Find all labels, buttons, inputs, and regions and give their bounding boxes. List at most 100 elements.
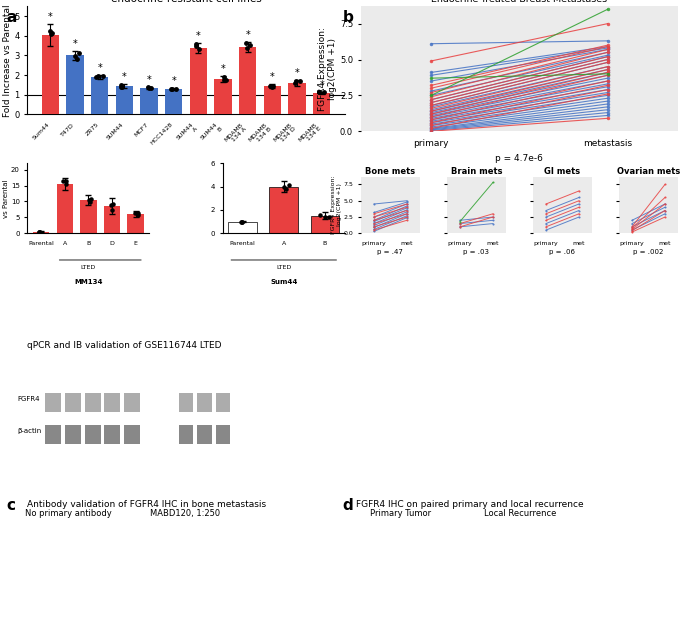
Bar	[65, 425, 81, 444]
Bar	[57, 184, 73, 233]
Point	[166, 84, 177, 95]
Bar	[216, 425, 230, 444]
Text: GSE75971
LTED: GSE75971 LTED	[98, 181, 127, 192]
Bar	[104, 393, 121, 412]
Point	[83, 195, 94, 205]
Text: *: *	[147, 75, 151, 85]
Y-axis label: Fold Increase
vs Parental: Fold Increase vs Parental	[0, 176, 10, 221]
Point	[117, 82, 128, 92]
Text: Local Recurrence: Local Recurrence	[484, 509, 557, 518]
Point	[323, 212, 334, 222]
Text: a: a	[7, 10, 17, 24]
Text: *: *	[245, 30, 250, 40]
Point	[86, 194, 97, 204]
Bar	[269, 186, 298, 233]
Point	[240, 38, 251, 48]
Point	[283, 180, 294, 190]
Point	[105, 200, 116, 210]
Y-axis label: Fold Increase vs Parental: Fold Increase vs Parental	[3, 4, 12, 116]
Bar	[104, 206, 121, 233]
Point	[218, 72, 229, 82]
Bar	[127, 214, 144, 233]
Text: MM134: MM134	[74, 279, 103, 285]
Text: FGFR4: FGFR4	[17, 395, 40, 402]
Point	[320, 212, 331, 222]
Legend: IDC, ILC: IDC, ILC	[416, 10, 462, 51]
Point	[34, 226, 45, 237]
Point	[319, 87, 329, 98]
Point	[144, 83, 155, 93]
Point	[295, 76, 306, 86]
Text: β-actin: β-actin	[17, 428, 41, 434]
Bar	[66, 55, 84, 114]
Point	[35, 227, 46, 237]
Point	[146, 82, 157, 93]
Text: LTED: LTED	[81, 265, 96, 270]
Point	[71, 53, 82, 64]
Point	[290, 76, 301, 86]
Point	[221, 75, 232, 85]
Text: *: *	[196, 31, 201, 41]
Text: *: *	[319, 80, 324, 90]
Text: p = .06: p = .06	[549, 249, 575, 255]
Point	[45, 29, 56, 39]
Point	[279, 182, 290, 192]
Point	[84, 197, 95, 207]
Point	[70, 51, 81, 61]
Point	[245, 40, 256, 50]
Text: *: *	[171, 76, 176, 86]
Bar	[214, 79, 232, 114]
Text: Antibody validation of FGFR4 IHC in bone metastasis: Antibody validation of FGFR4 IHC in bone…	[27, 500, 266, 509]
Text: LTED: LTED	[276, 265, 291, 270]
Text: GSE116744
LTED: GSE116744 LTED	[244, 181, 276, 192]
Text: *: *	[295, 68, 299, 78]
Text: Primary Tumor: Primary Tumor	[370, 509, 432, 518]
Point	[46, 28, 57, 38]
Bar	[124, 425, 140, 444]
Bar	[116, 86, 133, 114]
Y-axis label: FGFR4 Expression:
log2(CPM +1): FGFR4 Expression: log2(CPM +1)	[331, 176, 342, 234]
Point	[133, 210, 144, 220]
Text: MABD120, 1:250: MABD120, 1:250	[150, 509, 220, 518]
Bar	[65, 393, 81, 412]
Point	[314, 87, 325, 97]
Y-axis label: FGFR4 Expression:
log2(CPM +1): FGFR4 Expression: log2(CPM +1)	[318, 27, 337, 111]
Text: *: *	[48, 12, 53, 22]
Text: *: *	[122, 72, 127, 82]
Point	[267, 82, 278, 93]
Bar	[91, 77, 108, 114]
Text: p = 4.7e-6: p = 4.7e-6	[495, 154, 543, 163]
Point	[34, 227, 45, 237]
Text: p = .03: p = .03	[464, 249, 489, 255]
Text: c: c	[7, 498, 16, 513]
Point	[264, 81, 275, 91]
Bar	[42, 35, 59, 114]
Point	[73, 48, 84, 59]
Text: Sum44: Sum44	[270, 279, 297, 285]
Bar	[288, 83, 306, 114]
Point	[236, 217, 247, 227]
Bar	[216, 393, 230, 412]
Point	[93, 71, 104, 81]
Text: d: d	[342, 498, 353, 513]
Point	[90, 72, 101, 82]
Point	[45, 26, 55, 36]
Bar	[45, 425, 61, 444]
Bar	[45, 393, 61, 412]
Bar	[33, 231, 49, 233]
Point	[60, 179, 71, 189]
Text: GSE12708
Tamoxifen
Resitant: GSE12708 Tamoxifen Resitant	[36, 181, 65, 198]
Point	[281, 184, 292, 194]
Point	[314, 210, 325, 220]
Point	[108, 199, 119, 209]
Text: FGFR4 IHC on paired primary and local recurrence: FGFR4 IHC on paired primary and local re…	[356, 500, 584, 509]
Point	[107, 205, 118, 215]
Point	[236, 217, 247, 227]
Bar	[228, 222, 257, 233]
Point	[116, 80, 127, 90]
Point	[241, 43, 252, 53]
Bar	[80, 200, 97, 233]
Bar	[165, 89, 182, 114]
Point	[58, 176, 68, 186]
Point	[289, 77, 300, 87]
